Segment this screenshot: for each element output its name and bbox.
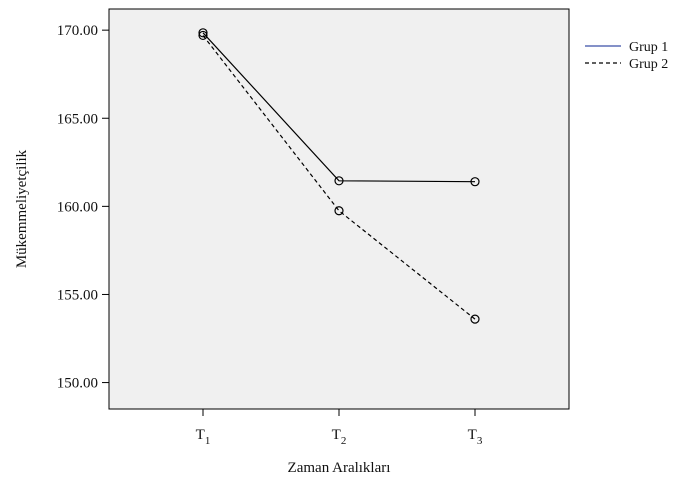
y-tick-label: 155.00 [57, 287, 98, 303]
legend: Grup 1 Grup 2 [585, 40, 668, 72]
data-point [334, 176, 344, 186]
y-tick-label: 165.00 [57, 111, 98, 127]
x-tick-label: T1 [196, 427, 211, 447]
plot-area [108, 8, 570, 410]
data-point [334, 206, 344, 216]
x-tick-label-subscript: 1 [205, 435, 211, 447]
x-tick-label-subscript: 2 [341, 435, 347, 447]
data-point [198, 28, 208, 38]
data-point [470, 177, 480, 187]
y-tick-label: 170.00 [57, 23, 98, 39]
y-axis-title: Mükemmeliyetçilik [14, 149, 30, 268]
y-axis: 150.00 155.00 160.00 165.00 170.00 [57, 23, 109, 392]
series-line [202, 35, 476, 320]
x-tick-label-base: T [332, 427, 341, 443]
x-tick-label-subscript: 3 [477, 435, 483, 447]
x-tick-label-base: T [196, 427, 205, 443]
series-line [202, 32, 476, 183]
x-tick-label: T3 [468, 427, 483, 447]
data-point [470, 314, 480, 324]
x-axis-title: Zaman Aralıkları [288, 460, 391, 476]
y-tick-label: 150.00 [57, 376, 98, 392]
x-tick-label-base: T [468, 427, 477, 443]
legend-label: Grup 2 [629, 57, 668, 72]
x-tick-label: T2 [332, 427, 347, 447]
series-layer [198, 28, 480, 324]
legend-label: Grup 1 [629, 40, 668, 55]
x-axis: T1 T2 T3 [196, 409, 483, 447]
y-tick-label: 160.00 [57, 199, 98, 215]
data-point [198, 30, 208, 41]
